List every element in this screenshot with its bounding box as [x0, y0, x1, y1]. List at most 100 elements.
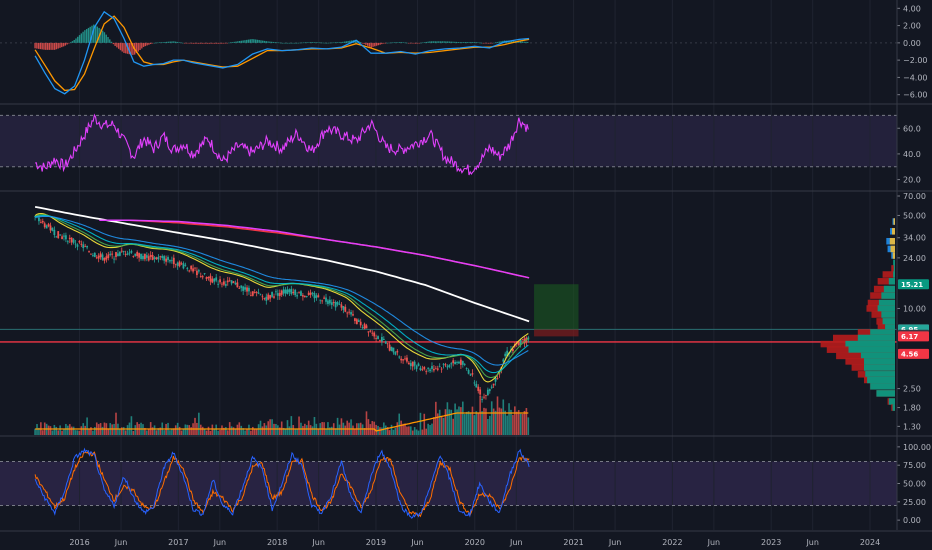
y-tick-label: 1.80 [903, 404, 921, 413]
candle-body [382, 338, 385, 341]
macd-histogram-bar [112, 42, 115, 45]
macd-histogram-bar [53, 42, 56, 50]
macd-histogram-bar [155, 42, 157, 44]
macd-histogram-bar [299, 42, 301, 44]
macd-histogram-bar [214, 42, 216, 44]
candle-body [82, 244, 85, 248]
volume-bar [188, 425, 191, 435]
macd-histogram-bar [327, 42, 330, 44]
time-axis-label: 2023 [761, 538, 781, 547]
candle-body [140, 253, 142, 260]
volume-bar [508, 403, 510, 435]
volume-bar [132, 430, 135, 435]
macd-histogram-bar [414, 42, 417, 44]
candle-body [41, 220, 44, 223]
candle-body [107, 254, 110, 259]
volume-bar [523, 410, 526, 435]
stochastic-panel[interactable] [0, 447, 897, 519]
macd-histogram-bar [342, 41, 344, 43]
volume-bar [444, 409, 447, 435]
macd-histogram-bar [237, 41, 239, 43]
macd-histogram-bar [272, 41, 275, 43]
volume-bar [458, 406, 460, 435]
price-panel[interactable] [0, 206, 897, 403]
macd-histogram-bar [254, 39, 257, 43]
candle-body [396, 350, 399, 353]
candle-body [93, 252, 96, 257]
macd-histogram-bar [36, 42, 38, 49]
macd-histogram-bar [121, 42, 123, 52]
volume-bar [504, 410, 507, 435]
volume-bar [278, 427, 281, 435]
macd-histogram-bar [68, 42, 70, 44]
time-axis[interactable]: 2016 Jun 2017 Jun 2018 Jun 2019 Jun 2020 Jun 2021 J… [69, 538, 880, 547]
candle-body [86, 246, 89, 248]
macd-histogram-bar [240, 40, 243, 43]
volume-bar [174, 425, 177, 435]
candle-body [488, 389, 491, 392]
candle-body [261, 296, 264, 298]
macd-histogram-bar [318, 42, 321, 44]
macd-histogram-bar [233, 41, 235, 43]
volume-bar [500, 408, 503, 435]
volume-bar [153, 425, 156, 435]
macd-histogram-bar [39, 42, 42, 50]
volume-bar [467, 411, 470, 435]
candle-body [355, 319, 358, 325]
y-tick-label: 10.00 [903, 304, 926, 313]
volume-profile-up [876, 390, 895, 397]
price-axis[interactable]: 4.00 2.00 0.00 −2.00 −4.00 −6.00 60.0 40.0 20.0 7… [897, 4, 931, 525]
macd-histogram-bar [139, 42, 141, 50]
panel-separators[interactable] [0, 0, 932, 532]
ema-mid-line [34, 214, 529, 379]
volume-bar [63, 429, 65, 435]
macd-histogram-bar [519, 41, 522, 43]
macd-histogram-bar [201, 42, 203, 44]
candle-body [444, 364, 447, 366]
macd-histogram-bar [470, 42, 472, 43]
macd-histogram-bar [527, 41, 529, 43]
macd-histogram-bar [461, 42, 463, 43]
candle-body [180, 263, 183, 265]
rsi-panel[interactable] [0, 113, 897, 176]
candle-body [138, 253, 141, 258]
volume-profile-up [877, 305, 895, 312]
volume-profile-up [878, 299, 895, 307]
candle-body [149, 254, 152, 257]
candle-body [373, 332, 376, 337]
macd-histogram-bar [224, 42, 227, 44]
candle-body [201, 276, 204, 278]
volume-profile [820, 218, 895, 411]
macd-histogram-bar [253, 39, 255, 43]
volume-bar [41, 430, 44, 435]
volume-profile-up [883, 285, 895, 293]
macd-histogram-bar [395, 42, 397, 43]
volume-bar [288, 426, 291, 435]
macd-panel[interactable] [0, 10, 897, 95]
volume-bar [483, 407, 485, 435]
candle-body [398, 356, 401, 358]
candle-body [431, 366, 433, 369]
volume-bar [519, 413, 522, 435]
candle-body [328, 299, 331, 304]
volume-bar [448, 409, 451, 435]
time-axis-label: 2018 [267, 538, 287, 547]
candle-body [317, 295, 320, 298]
macd-histogram-bar [103, 32, 106, 43]
macd-histogram-bar [295, 42, 298, 44]
candle-body [144, 253, 146, 260]
volume-bar [396, 422, 399, 435]
candle-body [475, 383, 478, 388]
volume-bar [255, 429, 258, 435]
candle-body [521, 339, 524, 341]
volume-bar [72, 426, 75, 435]
macd-histogram-bar [463, 42, 465, 43]
volume-profile-up [888, 398, 895, 405]
volume-bar [246, 429, 248, 435]
volume-bar [126, 425, 129, 435]
macd-histogram-bar [288, 42, 291, 44]
volume-bar [331, 426, 333, 435]
candle-body [300, 291, 302, 296]
candle-body [255, 292, 258, 293]
